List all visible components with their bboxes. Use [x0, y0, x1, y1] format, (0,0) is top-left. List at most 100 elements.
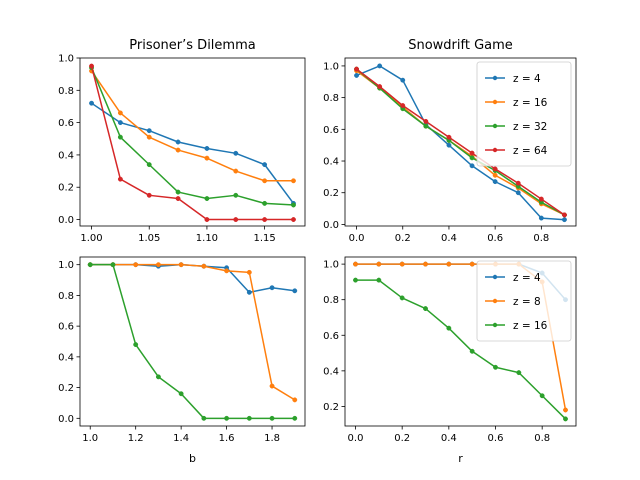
- data-point: [246, 269, 252, 275]
- data-point: [492, 172, 498, 178]
- data-point: [400, 77, 406, 83]
- data-point: [446, 134, 452, 140]
- y-tick-label: 0.6: [58, 118, 74, 129]
- chart-panel-3: 1.0 1.2 1.4 1.6 1.8 0.0 0.2 0.4 0.6 0.8 1.0 b: [58, 256, 306, 465]
- data-point: [224, 268, 230, 274]
- series-line: [355, 68, 566, 216]
- data-point: [89, 63, 94, 69]
- y-tick-label: 1.0: [58, 260, 74, 271]
- data-point: [538, 196, 544, 202]
- series-line: [355, 68, 566, 216]
- y-tick-label: 0.4: [58, 150, 74, 161]
- legend-box: [476, 61, 572, 167]
- legend-swatch-marker: [492, 147, 498, 153]
- series-line: [90, 65, 295, 221]
- x-tick-label: 0.6: [487, 233, 503, 244]
- data-point: [146, 192, 152, 198]
- data-point: [423, 306, 428, 312]
- x-tick-label: 1.8: [264, 433, 280, 444]
- data-point: [233, 150, 239, 156]
- data-point: [400, 103, 406, 108]
- data-point: [262, 217, 268, 222]
- data-point: [175, 189, 181, 195]
- data-point: [291, 217, 296, 222]
- data-point: [292, 415, 298, 421]
- series-line: [90, 69, 295, 182]
- y-tick-label: 0.0: [58, 414, 74, 425]
- data-point: [133, 342, 139, 348]
- x-tick-label: 0.8: [534, 433, 550, 444]
- legend-label: z = 32: [513, 121, 547, 133]
- y-tick-label: 0.2: [58, 383, 74, 394]
- data-point: [469, 348, 475, 354]
- data-point: [204, 146, 210, 151]
- legend-swatch-marker: [492, 75, 498, 81]
- data-point: [201, 415, 207, 421]
- data-point: [204, 217, 210, 222]
- legend-entry: z = 64: [485, 145, 548, 157]
- legend-label: z = 64: [513, 145, 548, 157]
- data-point: [175, 196, 181, 201]
- axes-frame: [79, 256, 306, 427]
- chart-panel-1: Prisoner’s Dilemma 1.00 1.05 1.10 1.15 0.0 0.2…: [58, 38, 306, 244]
- x-tick-label: 1.4: [173, 433, 189, 444]
- data-point: [563, 407, 568, 413]
- data-point: [178, 391, 184, 397]
- x-tick-label: 0.2: [395, 233, 411, 244]
- series-3: [353, 277, 568, 422]
- legend-entry: z = 8: [485, 296, 541, 308]
- legend-label: z = 16: [513, 97, 548, 109]
- data-point: [117, 120, 123, 126]
- y-tick-label: 0.4: [58, 352, 74, 363]
- x-tick-label: 0.0: [349, 233, 365, 244]
- y-tick-label: 0.4: [323, 366, 339, 377]
- data-point: [117, 176, 123, 182]
- data-point: [87, 262, 93, 268]
- series-line: [89, 263, 296, 401]
- data-point: [291, 178, 296, 184]
- data-point: [201, 263, 207, 269]
- x-tick-label: 1.0: [82, 433, 98, 444]
- legend-label: z = 16: [513, 320, 548, 332]
- data-point: [233, 217, 239, 222]
- data-point: [110, 262, 116, 268]
- data-point: [423, 118, 429, 124]
- data-point: [516, 370, 522, 376]
- y-tick-label: 1.0: [58, 54, 74, 65]
- legend-swatch-marker: [492, 322, 498, 328]
- chart-panel-2: Snowdrift Game 0.0 0.2 0.4 0.6 0.8 0.0 0.2 0.4 0.…: [323, 38, 577, 244]
- data-point: [291, 202, 296, 208]
- data-point: [204, 196, 210, 201]
- data-point: [204, 155, 210, 161]
- y-tick-label: 0.6: [323, 125, 339, 136]
- x-tick-label: 0.6: [488, 433, 504, 444]
- legend: z = 4 z = 8 z = 16: [476, 260, 572, 342]
- data-point: [492, 166, 498, 172]
- series-line: [90, 66, 295, 206]
- data-point: [376, 261, 382, 267]
- y-tick-label: 0.0: [58, 215, 74, 226]
- series-3: [87, 262, 298, 421]
- y-tick-label: 0.8: [58, 291, 74, 302]
- y-tick-label: 0.6: [58, 322, 74, 333]
- data-point: [562, 217, 567, 223]
- x-tick-label: 0.2: [394, 433, 410, 444]
- x-tick-label: 1.00: [80, 233, 102, 244]
- x-axis-label: r: [458, 452, 463, 465]
- data-point: [446, 325, 452, 331]
- data-point: [224, 415, 230, 421]
- y-tick-label: 0.4: [323, 157, 339, 168]
- data-point: [175, 139, 181, 145]
- y-tick-label: 0.0: [323, 220, 339, 231]
- data-point: [493, 364, 498, 370]
- data-point: [133, 262, 139, 268]
- data-point: [354, 66, 359, 72]
- data-point: [515, 190, 521, 196]
- data-point: [155, 374, 161, 380]
- x-tick-label: 0.4: [441, 433, 457, 444]
- y-tick-label: 0.8: [58, 86, 74, 97]
- data-point: [155, 262, 161, 268]
- data-point: [469, 150, 475, 156]
- data-point: [292, 397, 298, 403]
- data-point: [246, 289, 252, 295]
